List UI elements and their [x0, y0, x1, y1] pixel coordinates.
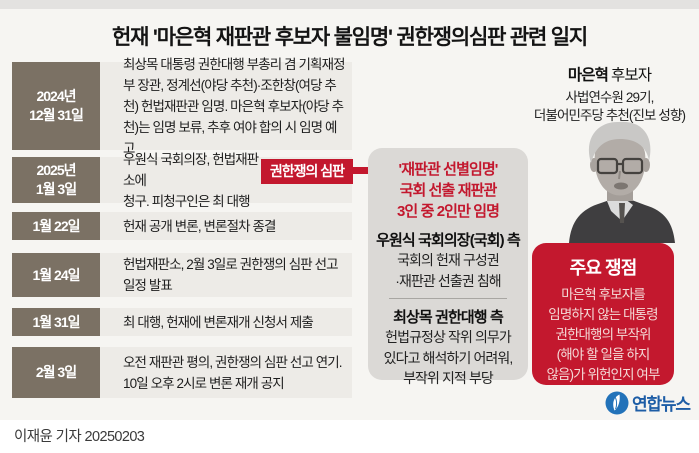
- candidate-career: 사법연수원 29기,: [565, 90, 654, 105]
- timeline-date: 1월 22일: [12, 212, 100, 240]
- timeline-event-text: 헌법재판소, 2월 3일로 권한쟁의 심판 선고 일정 발표: [123, 257, 339, 293]
- acting-president-side-argument: 헌법규정상 작위 의무가 있다고 해석하기 어려워, 부작위 지적 부당: [383, 329, 514, 386]
- timeline-row-2024-12-31: 2024년 12월 31일 최상목 대통령 권한대행 부총리 겸 기획재정부 장…: [12, 57, 352, 156]
- timeline-row-01-24: 1월 24일 헌법재판소, 2월 3일로 권한쟁의 심판 선고 일정 발표: [12, 253, 352, 297]
- assembly-side-argument: 국회의 헌재 구성권 ·재판관 선출권 침해: [395, 252, 501, 289]
- top-strip: [0, 0, 699, 9]
- timeline-row-01-31: 1월 31일 최 대행, 헌재에 변론재개 신청서 제출: [12, 308, 352, 336]
- yonhap-logo-icon: [605, 391, 629, 414]
- news-agency-logo: 연합뉴스: [605, 390, 691, 415]
- timeline-event-text: 우원식 국회의장, 헌법재판소에: [123, 151, 259, 188]
- timeline-date: 2월 3일: [12, 347, 100, 398]
- infographic-title: 헌재 '마은혁 재판관 후보자 불임명' 권한쟁의심판 관련 일지: [112, 26, 588, 49]
- dispute-summary-panel: '재판관 선별임명' 국회 선출 재판관 3인 중 2인만 임명 우원식 국회의…: [368, 148, 528, 386]
- key-issue-title: 주요 쟁점: [569, 258, 638, 278]
- timeline-date: 2024년 12월 31일: [12, 62, 100, 150]
- candidate-name: 마은혁: [567, 67, 609, 84]
- arrow-right-icon: [353, 167, 379, 174]
- dispute-badge: 권한쟁의 심판: [260, 159, 353, 184]
- timeline-date: 1월 31일: [12, 308, 100, 336]
- reporter-credit: 이재윤 기자 20250203: [14, 429, 145, 445]
- candidate-nomination: 더불어민주당 추천(진보 성향): [533, 108, 686, 123]
- timeline-event-text: 최상목 대통령 권한대행 부총리 겸 기획재정부 장관, 정계선(야당 추천)·…: [123, 56, 346, 156]
- panel-divider: [389, 298, 507, 299]
- acting-president-side-title: 최상목 권한대행 측: [393, 309, 504, 326]
- timeline-row-01-22: 1월 22일 헌재 공개 변론, 변론절차 종결: [12, 212, 352, 240]
- timeline-event-text: 최 대행, 헌재에 변론재개 신청서 제출: [123, 314, 314, 330]
- timeline-row-2025-01-03: 2025년 1월 3일 우원식 국회의장, 헌법재판소에 청구. 피청구인은 최…: [12, 152, 353, 209]
- timeline-event-text: 헌재 공개 변론, 변론절차 종결: [123, 218, 276, 234]
- timeline-event-text: 오전 재판관 평의, 권한쟁의 심판 선고 연기. 10일 오후 2시로 변론 …: [123, 354, 343, 391]
- candidate-title: 후보자: [611, 67, 652, 84]
- timeline-event-text: 청구. 피청구인은 최 대행: [123, 193, 251, 209]
- timeline-row-02-03: 2월 3일 오전 재판관 평의, 권한쟁의 심판 선고 연기. 10일 오후 2…: [12, 347, 352, 398]
- timeline-date: 2025년 1월 3일: [12, 157, 100, 203]
- news-agency-name: 연합뉴스: [632, 395, 691, 414]
- dispute-headline: '재판관 선별임명' 국회 선출 재판관 3인 중 2인만 임명: [396, 161, 500, 220]
- timeline-date: 1월 24일: [12, 253, 100, 297]
- key-issue-body: 마은혁 후보자를 임명하지 않는 대통령 권한대행의 부작위 (해야 할 일을 …: [546, 287, 661, 382]
- key-issue-panel: 주요 쟁점 마은혁 후보자를 임명하지 않는 대통령 권한대행의 부작위 (해야…: [532, 243, 674, 385]
- candidate-photo: [569, 121, 675, 243]
- assembly-side-title: 우원식 국회의장(국회) 측: [376, 232, 521, 249]
- candidate-caption: 마은혁 후보자 사법연수원 29기, 더불어민주당 추천(진보 성향): [520, 63, 699, 125]
